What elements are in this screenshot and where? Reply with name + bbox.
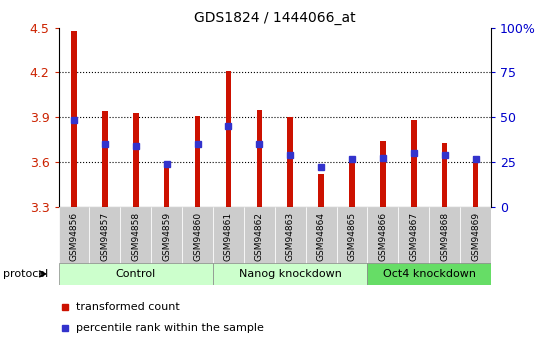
Text: GSM94864: GSM94864 (316, 211, 326, 260)
Text: percentile rank within the sample: percentile rank within the sample (76, 323, 264, 333)
Bar (368, 263, 491, 285)
Bar (164, 164, 170, 207)
Text: GSM94856: GSM94856 (70, 211, 79, 261)
Bar (429, 207, 460, 264)
Bar (380, 141, 386, 207)
Bar (349, 159, 355, 207)
Text: GSM94867: GSM94867 (410, 211, 418, 261)
Bar (102, 111, 108, 207)
Text: GSM94859: GSM94859 (162, 211, 171, 261)
Bar (306, 207, 336, 264)
Bar (213, 207, 244, 264)
Bar (213, 263, 368, 285)
Bar (195, 116, 200, 207)
Text: Control: Control (116, 269, 156, 279)
Bar (442, 143, 448, 207)
Bar (368, 207, 398, 264)
Bar (287, 117, 293, 207)
Bar (121, 207, 151, 264)
Text: GSM94865: GSM94865 (348, 211, 357, 261)
Bar (336, 207, 368, 264)
Bar (411, 120, 417, 207)
Bar (319, 174, 324, 207)
Bar (133, 113, 138, 207)
Title: GDS1824 / 1444066_at: GDS1824 / 1444066_at (194, 11, 355, 25)
Text: GSM94858: GSM94858 (131, 211, 140, 261)
Bar (460, 207, 491, 264)
Text: GSM94861: GSM94861 (224, 211, 233, 261)
Bar (473, 156, 478, 207)
Bar (89, 207, 121, 264)
Text: GSM94862: GSM94862 (255, 211, 264, 260)
Bar (151, 207, 182, 264)
Text: Oct4 knockdown: Oct4 knockdown (383, 269, 476, 279)
Text: GSM94869: GSM94869 (471, 211, 480, 261)
Bar (275, 207, 306, 264)
Text: transformed count: transformed count (76, 302, 180, 312)
Text: GSM94857: GSM94857 (100, 211, 109, 261)
Bar (71, 31, 77, 207)
Bar (59, 207, 89, 264)
Bar (244, 207, 275, 264)
Bar (398, 207, 429, 264)
Bar (182, 207, 213, 264)
Text: protocol: protocol (3, 269, 48, 279)
Text: Nanog knockdown: Nanog knockdown (239, 269, 341, 279)
Bar (225, 71, 231, 207)
Text: GSM94868: GSM94868 (440, 211, 449, 261)
Bar (59, 263, 213, 285)
Text: GSM94863: GSM94863 (286, 211, 295, 261)
Text: GSM94866: GSM94866 (378, 211, 387, 261)
Bar (257, 110, 262, 207)
Text: GSM94860: GSM94860 (193, 211, 202, 261)
